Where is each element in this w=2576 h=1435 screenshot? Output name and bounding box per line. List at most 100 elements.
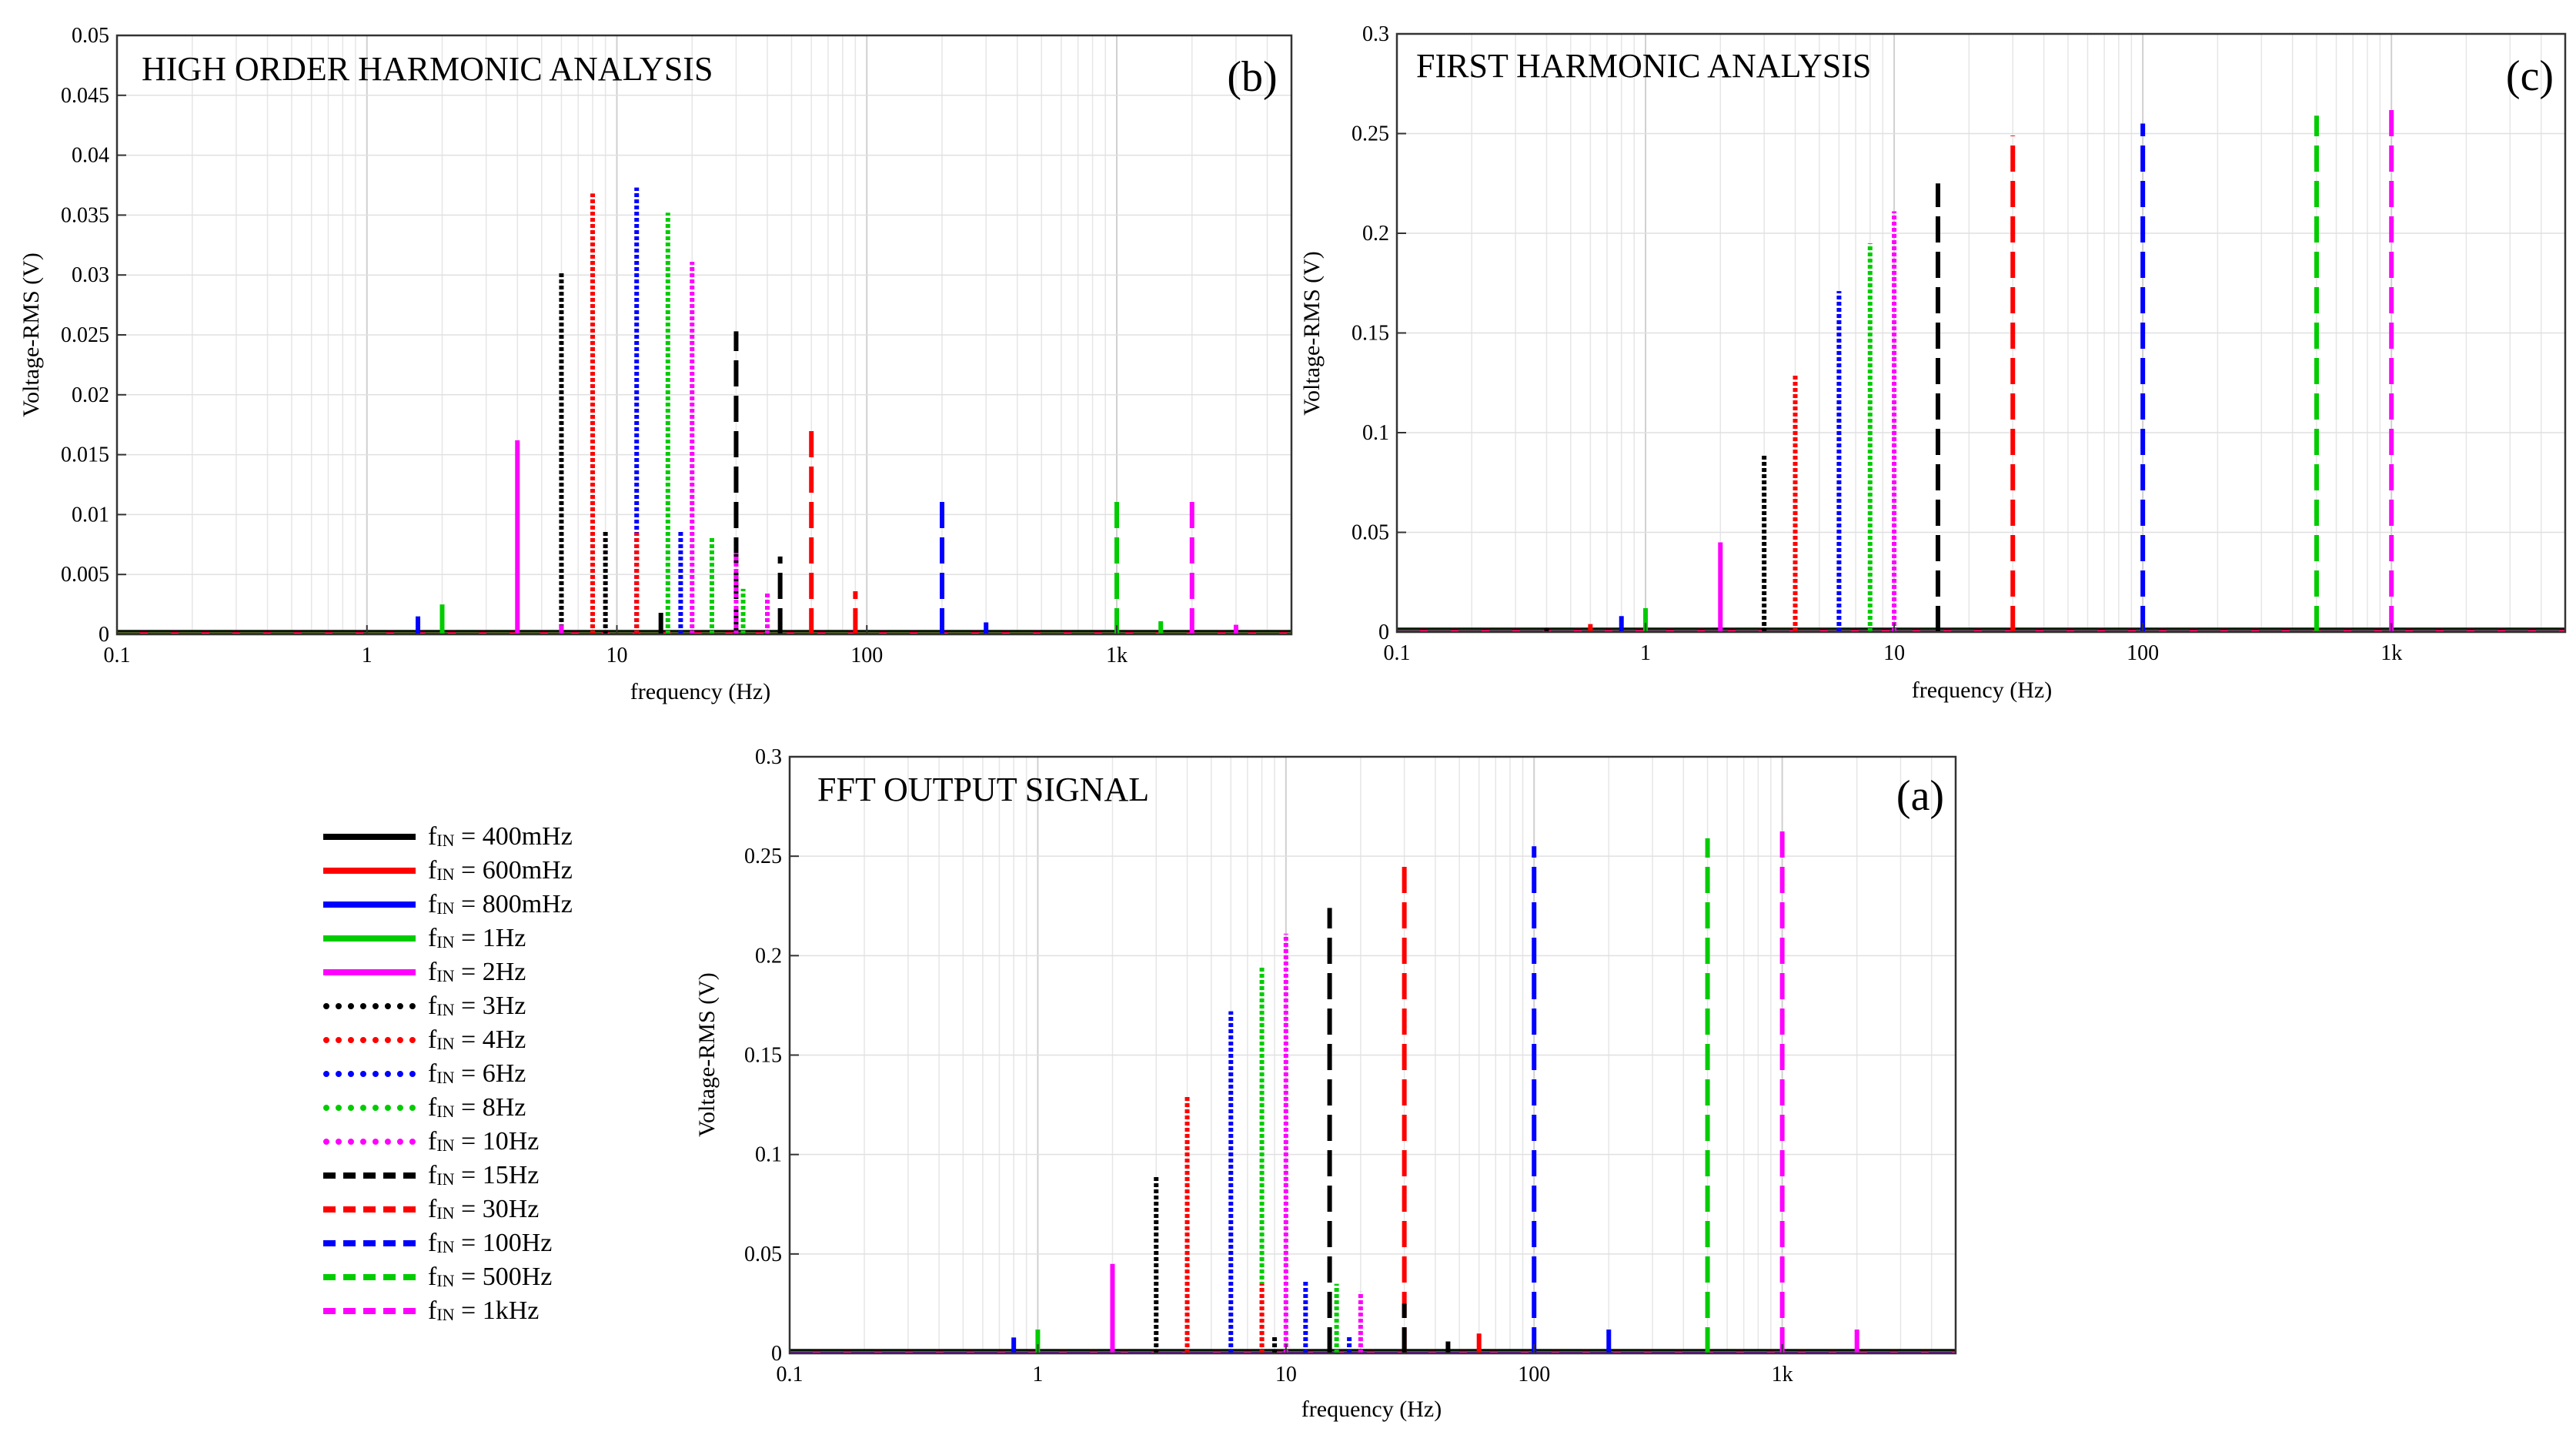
peaks-b [416, 187, 1238, 634]
legend-label: fIN = 10Hz [428, 1127, 540, 1156]
legend-label: fIN = 600mHz [428, 856, 573, 885]
grid-b [116, 35, 1292, 635]
legend-item-s2: fIN = 2Hz [323, 955, 631, 989]
legend-item-s30: fIN = 30Hz [323, 1192, 631, 1226]
legend-swatch [323, 1003, 416, 1009]
legend-swatch [323, 935, 416, 942]
x-tick-label: 1k [1772, 1363, 1793, 1386]
legend-item-s100: fIN = 100Hz [323, 1226, 631, 1260]
legend-swatch [323, 1105, 416, 1111]
y-tick-label: 0.025 [61, 323, 109, 347]
x-tick-label: 10 [1275, 1363, 1297, 1386]
y-tick-label: 0.25 [1351, 122, 1389, 146]
legend-item-s1k: fIN = 1kHz [323, 1294, 631, 1328]
legend-item-s8: fIN = 8Hz [323, 1091, 631, 1125]
x-tick-label: 10 [1883, 641, 1905, 665]
y-tick-label: 0.035 [61, 203, 109, 227]
legend-item-s15: fIN = 15Hz [323, 1159, 631, 1192]
x-tick-label: 1k [2381, 641, 2402, 665]
y-tick-label: 0.005 [61, 563, 109, 587]
y-tick-label: 0 [99, 623, 109, 647]
y-tick-label: 0.01 [72, 503, 109, 527]
x-axis-label: frequency (Hz) [1301, 1397, 1442, 1422]
legend-label: fIN = 400mHz [428, 822, 573, 851]
panel-a-fft-output: 0.1 1 10 100 1k 0 0.05 0.1 0.15 0.2 0.25 0.3 frequen… [694, 745, 1957, 1422]
y-tick-label: 0.2 [1362, 222, 1389, 246]
legend-label: fIN = 500Hz [428, 1263, 553, 1291]
legend-label: fIN = 3Hz [428, 992, 526, 1020]
y-tick-label: 0.03 [72, 263, 109, 287]
legend-swatch [323, 1240, 416, 1246]
legend-swatch [323, 1071, 416, 1077]
x-tick-label: 1 [1640, 641, 1651, 665]
legend-item-s500: fIN = 500Hz [323, 1260, 631, 1294]
y-tick-label: 0.25 [744, 845, 782, 868]
y-tick-label: 0 [771, 1342, 782, 1366]
panel-tag: (a) [1896, 772, 1944, 820]
legend-swatch [323, 969, 416, 975]
legend-label: fIN = 8Hz [428, 1093, 526, 1122]
legend-label: fIN = 4Hz [428, 1025, 526, 1054]
y-tick-label: 0.15 [744, 1044, 782, 1068]
y-tick-label: 0.05 [744, 1243, 782, 1266]
legend-label: fIN = 1Hz [428, 924, 526, 952]
legend-label: fIN = 800mHz [428, 890, 573, 918]
x-tick-label: 0.1 [1384, 641, 1411, 665]
x-tick-label: 1 [1032, 1363, 1043, 1386]
legend-label: fIN = 1kHz [428, 1296, 540, 1325]
y-tick-label: 0.1 [755, 1143, 782, 1167]
panel-tag: (b) [1227, 53, 1277, 101]
y-tick-label: 0.1 [1362, 421, 1389, 445]
legend-label: fIN = 2Hz [428, 958, 526, 986]
y-tick-label: 0 [1378, 620, 1389, 644]
x-tick-label: 10 [606, 644, 628, 667]
legend-item-s10: fIN = 10Hz [323, 1125, 631, 1159]
legend-label: fIN = 30Hz [428, 1195, 540, 1223]
legend-label: fIN = 6Hz [428, 1059, 526, 1088]
legend-swatch [323, 1206, 416, 1213]
y-tick-label: 0.2 [755, 944, 782, 968]
panel-c-first-harmonic: 0.1 1 10 100 1k 0 0.05 0.1 0.15 0.2 0.25 0.3 frequen… [1299, 22, 2567, 703]
legend-item-s4: fIN = 4Hz [323, 1023, 631, 1057]
legend-item-s600m: fIN = 600mHz [323, 854, 631, 888]
panel-tag: (c) [2506, 52, 2554, 100]
x-axis-label: frequency (Hz) [1912, 677, 2052, 703]
y-tick-label: 0.15 [1351, 322, 1389, 346]
baseline-noise-a [790, 1349, 1956, 1353]
y-tick-label: 0.3 [755, 745, 782, 769]
panel-b-high-order-harmonic: 0.1 1 10 100 1k 0 0.005 0.01 0.015 0.02 0.025 0.03 0… [18, 24, 1293, 704]
legend-swatch [323, 1308, 416, 1314]
legend-swatch [323, 1274, 416, 1280]
y-axis-label: Voltage-RMS (V) [1299, 251, 1325, 416]
legend-item-s1: fIN = 1Hz [323, 922, 631, 955]
y-tick-label: 0.045 [61, 84, 109, 108]
y-tick-label: 0.3 [1362, 22, 1389, 46]
legend-swatch [323, 834, 416, 840]
x-tick-label: 100 [1518, 1363, 1550, 1386]
legend: fIN = 400mHz fIN = 600mHz fIN = 800mHz fIN … [323, 820, 631, 1328]
y-tick-label: 0.05 [1351, 521, 1389, 545]
legend-item-s6: fIN = 6Hz [323, 1057, 631, 1091]
chart-title: FIRST HARMONIC ANALYSIS [1416, 47, 1871, 85]
x-axis-label: frequency (Hz) [630, 679, 770, 704]
chart-title: FFT OUTPUT SIGNAL [817, 771, 1149, 808]
peaks-c [1544, 103, 2394, 632]
legend-item-s800m: fIN = 800mHz [323, 888, 631, 922]
y-tick-label: 0.05 [72, 24, 109, 48]
y-tick-label: 0.04 [72, 144, 109, 168]
legend-swatch [323, 901, 416, 908]
y-axis-label: Voltage-RMS (V) [694, 972, 720, 1137]
legend-label: fIN = 100Hz [428, 1229, 553, 1257]
legend-item-s400m: fIN = 400mHz [323, 820, 631, 854]
baseline-noise-b [117, 630, 1291, 634]
x-tick-label: 100 [850, 644, 883, 667]
y-axis-label: Voltage-RMS (V) [18, 253, 44, 417]
peaks-a [1011, 826, 1859, 1353]
x-tick-label: 1k [1106, 644, 1128, 667]
chart-title: HIGH ORDER HARMONIC ANALYSIS [142, 50, 713, 88]
x-tick-label: 100 [2127, 641, 2159, 665]
y-tick-label: 0.015 [61, 443, 109, 467]
y-tick-label: 0.02 [72, 383, 109, 407]
legend-swatch [323, 868, 416, 874]
